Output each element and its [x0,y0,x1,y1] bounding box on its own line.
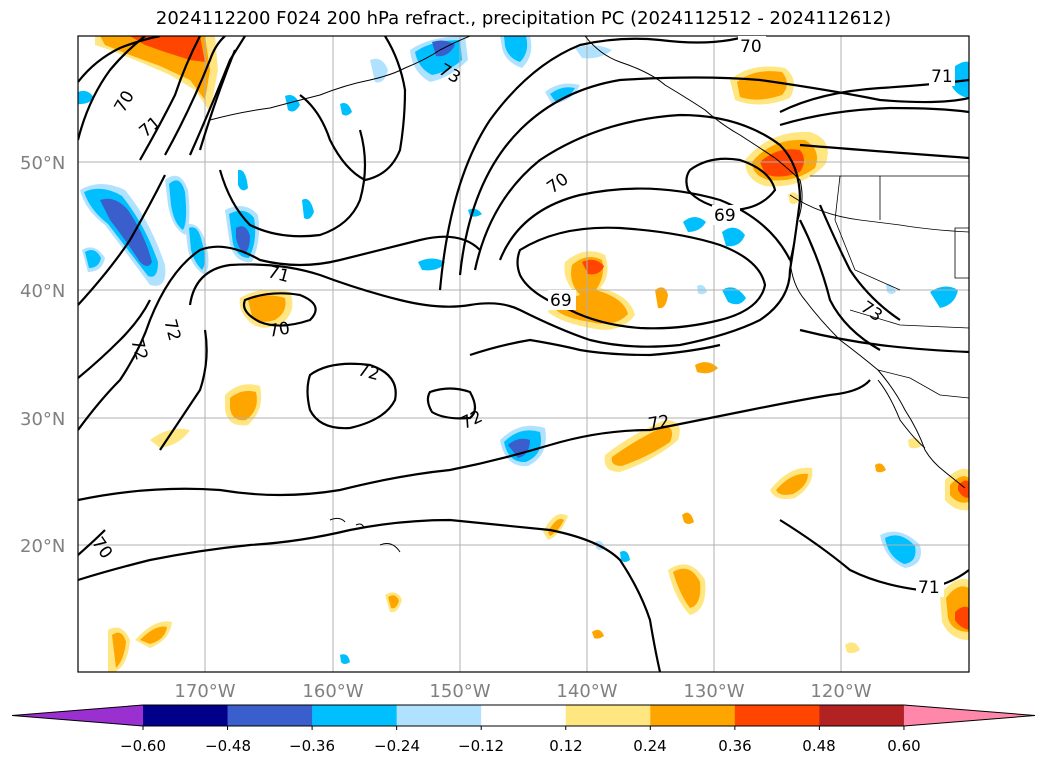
lon-label: 160°W [302,681,363,702]
latitude-labels: 50°N 40°N 30°N 20°N [20,153,65,557]
colorbar-tick-label: −0.12 [458,737,504,755]
contour-label: 69 [550,291,572,311]
colorbar-segment [143,705,229,726]
colorbar-tick-label: −0.48 [205,737,251,755]
colorbar-segment [903,705,1035,726]
colorbar-tick-label: 0.12 [549,737,582,755]
colorbar-segment [481,705,567,726]
contour-label: 71 [918,578,940,598]
colorbar-segment [734,705,820,726]
colorbar [11,704,1036,730]
colorbar-tick-label: 0.36 [718,737,751,755]
lat-label: 40°N [20,281,65,302]
colorbar-segment [396,705,482,726]
refractivity-contours [78,36,969,672]
colorbar-segment [12,705,143,726]
colorbar-segment [650,705,736,726]
contour-label: 70 [267,318,292,341]
lon-label: 120°W [810,681,871,702]
lon-label: 140°W [556,681,617,702]
lon-label: 170°W [174,681,235,702]
colorbar-tick-label: 0.48 [802,737,835,755]
contour-label: 70 [740,37,762,57]
map-background [78,36,969,672]
colorbar-tick-label: −0.36 [289,737,335,755]
colorbar-segment [565,705,651,726]
colorbar-tick-label: 0.24 [633,737,666,755]
colorbar-tick-labels: −0.60 −0.48 −0.36 −0.24 −0.12 0.12 0.24 … [120,737,921,755]
contour-label: 71 [931,67,953,87]
map-frame [77,35,970,673]
chart-title: 2024112200 F024 200 hPa refract., precip… [155,8,892,29]
map-content [78,36,969,672]
lat-label: 30°N [20,409,65,430]
lon-label: 150°W [429,681,490,702]
contour-label: 69 [714,206,736,226]
lat-label: 20°N [20,536,65,557]
colorbar-segment [819,705,905,726]
lat-label: 50°N [20,153,65,174]
map-gridlines [78,36,969,672]
contour-label: 72 [647,411,672,434]
longitude-labels: 170°W 160°W 150°W 140°W 130°W 120°W [174,681,871,702]
colorbar-segment [227,705,313,726]
colorbar-segment [312,705,398,726]
lon-label: 130°W [683,681,744,702]
colorbar-tick-label: −0.24 [374,737,420,755]
colorbar-tick-label: 0.60 [887,737,920,755]
colorbar-tick-label: −0.60 [120,737,166,755]
